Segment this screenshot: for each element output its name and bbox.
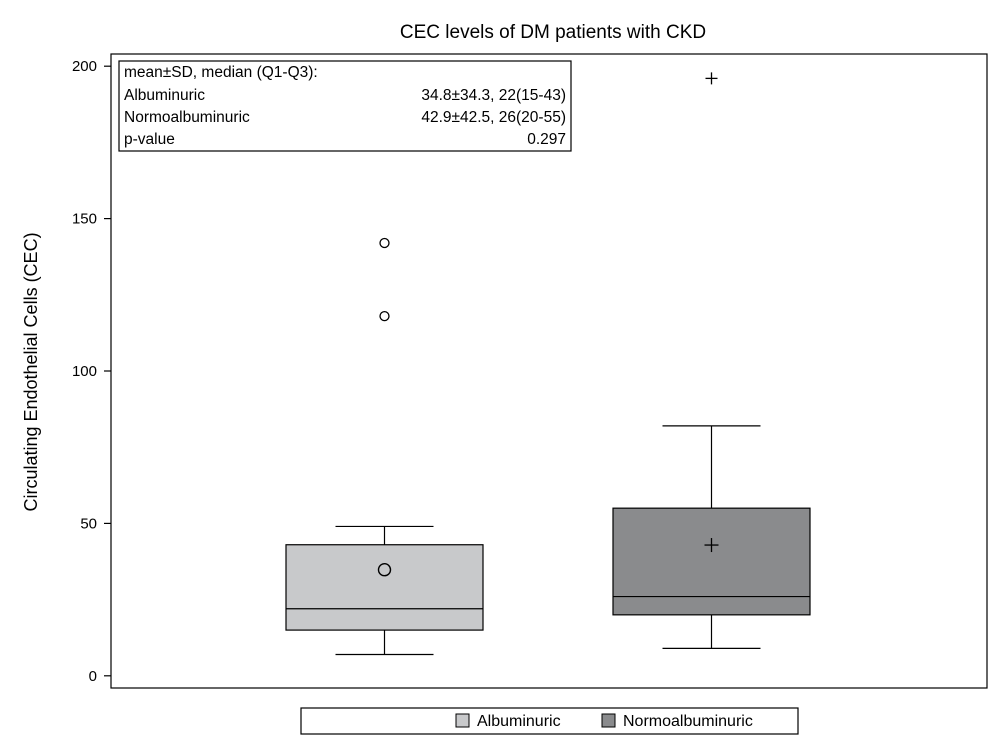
stats-row-value: 0.297 bbox=[527, 131, 566, 148]
mean-marker bbox=[377, 563, 392, 577]
y-axis-label: Circulating Endothelial Cells (CEC) bbox=[21, 232, 41, 511]
legend: Albuminuric Normoalbuminuric bbox=[300, 707, 799, 735]
legend-swatch-normoalbuminuric bbox=[601, 713, 616, 728]
outlier-point bbox=[379, 237, 390, 249]
stats-box: mean±SD, median (Q1-Q3): Albuminuric 34.… bbox=[118, 60, 572, 152]
iqr-box bbox=[612, 507, 811, 616]
legend-label-normoalbuminuric: Normoalbuminuric bbox=[623, 713, 753, 730]
y-tick-label: 100 bbox=[72, 363, 97, 380]
stats-row-value: 42.9±42.5, 26(20-55) bbox=[421, 109, 566, 126]
stats-row-label: p-value bbox=[124, 131, 175, 148]
y-axis: 0 50 100 150 200 bbox=[72, 58, 111, 685]
y-tick-label: 50 bbox=[80, 515, 97, 532]
y-tick-label: 150 bbox=[72, 211, 97, 228]
outlier-point bbox=[379, 310, 390, 322]
stats-row-value: 34.8±34.3, 22(15-43) bbox=[421, 87, 566, 104]
mean-marker bbox=[704, 538, 719, 553]
box-series-group bbox=[285, 72, 811, 656]
iqr-box bbox=[285, 544, 484, 631]
legend-frame bbox=[300, 707, 799, 735]
box-albuminuric bbox=[285, 237, 484, 656]
legend-swatch-albuminuric bbox=[455, 713, 470, 728]
y-tick-label: 0 bbox=[89, 668, 97, 685]
stats-row-label: Albuminuric bbox=[124, 87, 205, 104]
stats-box-frame bbox=[118, 60, 572, 152]
outlier-point bbox=[705, 72, 718, 85]
box-normoalbuminuric bbox=[612, 72, 811, 649]
chart-title: CEC levels of DM patients with CKD bbox=[400, 22, 706, 43]
stats-header: mean±SD, median (Q1-Q3): bbox=[124, 64, 318, 81]
legend-label-albuminuric: Albuminuric bbox=[477, 713, 561, 730]
stats-row-label: Normoalbuminuric bbox=[124, 109, 250, 126]
y-tick-label: 200 bbox=[72, 58, 97, 75]
